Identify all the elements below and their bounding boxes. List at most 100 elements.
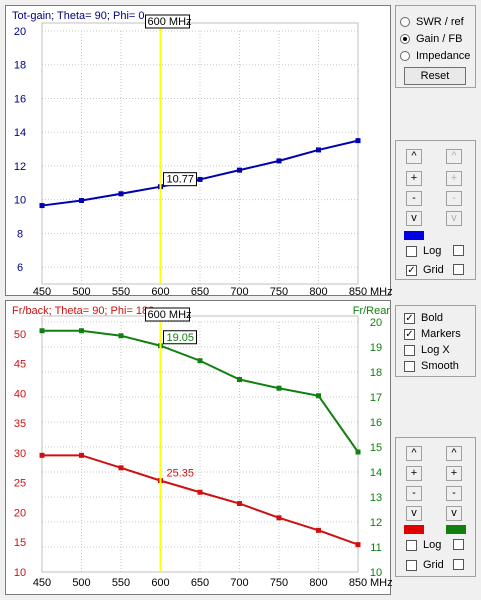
x-tick-label: 450 bbox=[33, 286, 51, 297]
frontback-chart: 10 15 20 25 30 35 40 45 50 10 11 12 13 14 15 16 17 18 19 20… bbox=[12, 305, 392, 589]
gain-point bbox=[79, 198, 84, 204]
option-impedance[interactable]: Impedance bbox=[400, 50, 470, 62]
fb-right-minus-button[interactable]: - bbox=[446, 486, 462, 501]
radio-impedance[interactable] bbox=[400, 51, 410, 61]
y-tick-label: 8 bbox=[17, 228, 23, 240]
checkbox-logx[interactable] bbox=[404, 344, 415, 356]
option-logx[interactable]: Log X bbox=[404, 344, 450, 356]
radio-gain-fb[interactable] bbox=[400, 34, 410, 44]
checkbox-fb-grid-left[interactable] bbox=[406, 559, 417, 571]
frback-point bbox=[197, 489, 203, 495]
frrear-point bbox=[316, 393, 321, 399]
y-right-tick-label: 14 bbox=[370, 467, 382, 479]
x-tick-label: 650 bbox=[191, 577, 209, 589]
x-tick-label: 850 bbox=[349, 577, 367, 589]
checkbox-grid-left[interactable]: ✓ bbox=[406, 264, 417, 276]
plot-title: Fr/back; Theta= 90; Phi= 180 bbox=[12, 305, 154, 317]
fb-left-color-swatch[interactable] bbox=[404, 525, 424, 534]
fb-left-up-button[interactable]: ^ bbox=[406, 446, 422, 461]
frback-point bbox=[39, 452, 45, 458]
frontback-scale-panel: ^ ^ + + - - v v Log Grid bbox=[395, 437, 476, 577]
checkbox-fb-log-left[interactable] bbox=[406, 539, 417, 551]
fb-grid-left[interactable]: Grid bbox=[406, 559, 444, 571]
gain-scale-panel: ^ ^ + + - - v v Log ✓ Grid bbox=[395, 140, 476, 280]
option-bold[interactable]: ✓ Bold bbox=[404, 312, 443, 324]
fb-left-minus-button[interactable]: - bbox=[406, 486, 422, 501]
fb-left-plus-button[interactable]: + bbox=[406, 466, 422, 481]
x-tick-label: 550 bbox=[112, 577, 130, 589]
checkbox-smooth[interactable] bbox=[404, 360, 415, 372]
gain-left-down-button[interactable]: v bbox=[406, 211, 422, 226]
y-right-tick-label: 12 bbox=[370, 517, 382, 529]
fb-log-left[interactable]: Log bbox=[406, 539, 441, 551]
x-tick-label: 450 bbox=[33, 577, 51, 589]
gain-left-plus-button[interactable]: + bbox=[406, 171, 422, 186]
x-tick-label: 600 bbox=[151, 286, 169, 297]
gain-left-up-button[interactable]: ^ bbox=[406, 149, 422, 164]
gain-color-swatch[interactable] bbox=[404, 231, 424, 240]
checkbox-fb-grid-right[interactable] bbox=[453, 559, 464, 570]
checkbox-grid-right[interactable] bbox=[453, 264, 464, 275]
gain-right-down-button[interactable]: v bbox=[446, 211, 462, 226]
fb-right-color-swatch[interactable] bbox=[446, 525, 466, 534]
gain-point bbox=[39, 203, 45, 209]
y-tick-label: 16 bbox=[14, 93, 26, 105]
gain-right-minus-button[interactable]: - bbox=[446, 191, 462, 206]
gain-log-left[interactable]: Log bbox=[406, 245, 441, 257]
y-left-tick-label: 25 bbox=[14, 478, 26, 490]
y-right-tick-label: 18 bbox=[370, 367, 382, 379]
cursor-label: 600 MHz bbox=[148, 309, 192, 321]
y-left-tick-label: 30 bbox=[14, 448, 26, 460]
plot-title: Tot-gain; Theta= 90; Phi= 0 bbox=[12, 10, 145, 22]
checkbox-log-right[interactable] bbox=[453, 245, 464, 256]
gain-point bbox=[355, 138, 361, 144]
x-tick-label: 800 bbox=[309, 577, 327, 589]
gain-point bbox=[197, 176, 203, 182]
fb-right-down-button[interactable]: v bbox=[446, 506, 462, 521]
gain-right-plus-button[interactable]: + bbox=[446, 171, 462, 186]
y-right-tick-label: 16 bbox=[370, 417, 382, 429]
x-tick-label: 750 bbox=[270, 286, 288, 297]
frontback-plot[interactable]: 10 15 20 25 30 35 40 45 50 10 11 12 13 14 15 16 17 18 19 20… bbox=[5, 300, 392, 595]
cursor-label-box bbox=[145, 14, 190, 29]
gain-plot[interactable]: 6 8 10 12 14 16 18 20 450 500 550 600 650 700 750 800 85… bbox=[5, 5, 392, 297]
frrear-point bbox=[118, 333, 124, 339]
checkbox-log-left[interactable] bbox=[406, 245, 417, 257]
y-tick-label: 14 bbox=[14, 127, 26, 139]
green-readout: 19.05 bbox=[167, 332, 195, 344]
checkbox-bold[interactable]: ✓ bbox=[404, 312, 415, 324]
plot-area bbox=[41, 22, 359, 285]
frback-point bbox=[237, 501, 242, 507]
fb-left-down-button[interactable]: v bbox=[406, 506, 422, 521]
red-readout: 25.35 bbox=[167, 468, 195, 480]
frrear-point bbox=[355, 449, 361, 455]
fb-right-plus-button[interactable]: + bbox=[446, 466, 462, 481]
fb-grid-label: Grid bbox=[423, 559, 444, 571]
gain-right-up-button[interactable]: ^ bbox=[446, 149, 462, 164]
x-tick-label: 700 bbox=[230, 577, 248, 589]
fb-right-up-button[interactable]: ^ bbox=[446, 446, 462, 461]
gain-point bbox=[316, 147, 321, 153]
option-smooth[interactable]: Smooth bbox=[404, 360, 459, 372]
y-right-tick-label: 15 bbox=[370, 442, 382, 454]
y-right-tick-label: 13 bbox=[370, 492, 382, 504]
y-tick-label: 6 bbox=[17, 262, 23, 274]
checkbox-fb-log-right[interactable] bbox=[453, 539, 464, 550]
x-tick-label: 600 bbox=[151, 577, 169, 589]
reset-button[interactable]: Reset bbox=[404, 67, 466, 85]
y-right-tick-label: 17 bbox=[370, 392, 382, 404]
option-impedance-label: Impedance bbox=[416, 50, 471, 62]
gain-grid-left[interactable]: ✓ Grid bbox=[406, 264, 444, 276]
gain-left-minus-button[interactable]: - bbox=[406, 191, 422, 206]
radio-swr[interactable] bbox=[400, 17, 410, 27]
y-tick-label: 18 bbox=[14, 60, 26, 72]
option-gain-fb[interactable]: Gain / FB bbox=[400, 33, 462, 45]
y-left-tick-label: 15 bbox=[14, 537, 26, 549]
y-left-tick-label: 45 bbox=[14, 359, 26, 371]
y-left-tick-label: 50 bbox=[14, 329, 26, 341]
x-tick-label: 850 bbox=[349, 286, 367, 297]
checkbox-markers[interactable]: ✓ bbox=[404, 328, 415, 340]
option-markers[interactable]: ✓ Markers bbox=[404, 328, 461, 340]
y-left-tick-label: 10 bbox=[14, 567, 26, 579]
option-swr[interactable]: SWR / ref bbox=[400, 16, 464, 28]
